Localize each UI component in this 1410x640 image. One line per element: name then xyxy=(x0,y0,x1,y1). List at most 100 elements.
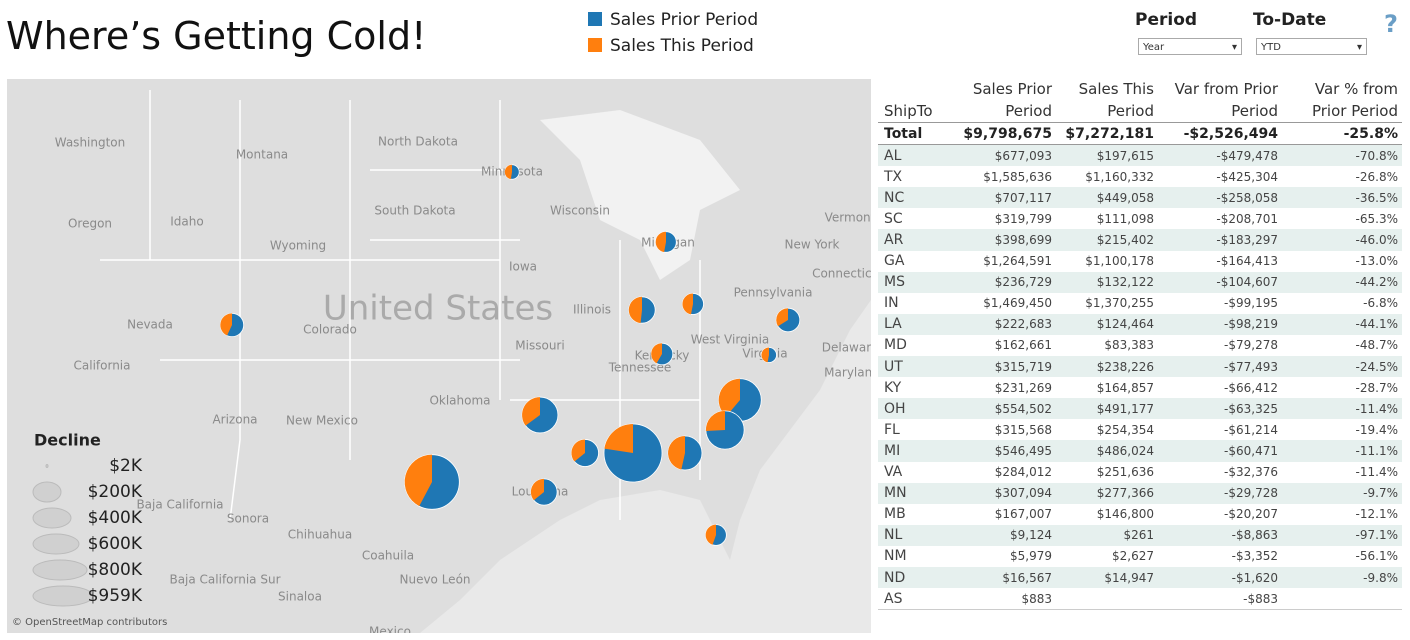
data-table: ShipTo Sales Prior Period Sales This Perio… xyxy=(878,78,1402,611)
table-cell: $261 xyxy=(1056,524,1158,546)
table-cell: $14,947 xyxy=(1056,566,1158,589)
table-cell: $883 xyxy=(948,588,1056,611)
table-cell: MN xyxy=(878,482,948,504)
help-icon[interactable]: ? xyxy=(1384,10,1398,38)
table-cell: FL xyxy=(884,421,900,438)
legend-entry: Sales This Period xyxy=(588,36,754,56)
table-cell: -36.5% xyxy=(1282,187,1402,209)
table-cell: $231,269 xyxy=(994,380,1052,395)
pie-slice-this xyxy=(404,454,432,507)
table-cell: $111,098 xyxy=(1096,211,1154,226)
filter-dropdown[interactable]: Year xyxy=(1138,38,1242,56)
column-header: Var % from Prior Period xyxy=(1311,80,1398,120)
total-cell: $7,272,181 xyxy=(1056,121,1158,146)
pie xyxy=(667,435,703,471)
total-row: Total $9,798,675 $7,272,181 -$2,526,494 -25.… xyxy=(878,121,1402,146)
column-header: Var from Prior Period xyxy=(1174,80,1278,120)
table-cell: -$3,352 xyxy=(1231,549,1278,564)
legend-label: Sales This Period xyxy=(610,36,754,56)
filter-dropdown[interactable]: YTD xyxy=(1256,38,1367,56)
pie xyxy=(761,347,777,363)
table-cell: NL xyxy=(878,524,948,546)
total-cell: -25.8% xyxy=(1282,121,1402,146)
table-cell: -56.1% xyxy=(1355,549,1398,564)
table-cell: GA xyxy=(884,253,905,270)
table-cell xyxy=(1056,588,1158,611)
table-cell: -$79,278 xyxy=(1224,338,1278,353)
pie-slice-this xyxy=(522,397,540,426)
region-label: Maryland xyxy=(824,366,875,380)
table-cell: -46.0% xyxy=(1282,229,1402,251)
table-cell: $167,007 xyxy=(994,507,1052,522)
table-cell: $546,495 xyxy=(948,440,1056,462)
table-cell: -$61,214 xyxy=(1224,422,1278,437)
table-row: LA $222,683 $124,464 -$98,219 -44.1% xyxy=(878,313,1402,335)
region-label: Illinois xyxy=(573,303,611,317)
table-cell: MI xyxy=(878,440,948,462)
table-cell: $1,100,178 xyxy=(1085,254,1154,269)
region-label: Arizona xyxy=(212,413,257,427)
table-cell: $2,627 xyxy=(1112,549,1154,564)
region-label: Tennessee xyxy=(608,361,672,375)
table-cell: $307,094 xyxy=(948,482,1056,504)
table-cell: MD xyxy=(884,337,907,354)
table-cell: $5,979 xyxy=(1010,549,1052,564)
filter-label: Period xyxy=(1135,10,1198,30)
region-label: Wyoming xyxy=(270,239,326,253)
region-label: Nevada xyxy=(127,318,173,332)
pie-slice-this xyxy=(705,524,716,545)
region-label: Oregon xyxy=(68,217,112,231)
pie-slice-this xyxy=(761,347,769,363)
table-row: NL $9,124 $261 -$8,863 -97.1% xyxy=(878,524,1402,546)
table-cell: -$29,728 xyxy=(1158,482,1282,504)
table-row: UT $315,719 $238,226 -$77,493 -24.5% xyxy=(878,356,1402,378)
table-cell: AR xyxy=(878,229,948,251)
map: Washington Montana North Dakota South Dakot… xyxy=(7,79,875,633)
total-cell: $9,798,675 xyxy=(948,121,1056,146)
region-label: Baja California Sur xyxy=(169,573,280,587)
table-cell: $677,093 xyxy=(948,144,1056,167)
table-cell: $398,699 xyxy=(948,229,1056,251)
table-cell: $162,661 xyxy=(994,338,1052,353)
table-cell: -$1,620 xyxy=(1158,566,1282,589)
table-cell: MB xyxy=(884,506,906,523)
table-cell: NM xyxy=(884,548,907,565)
size-legend-label: $800K xyxy=(88,560,143,580)
region-label: Washington xyxy=(55,136,126,150)
lakes xyxy=(540,110,740,280)
table-cell: UT xyxy=(878,356,948,378)
table-cell: -$479,478 xyxy=(1158,144,1282,167)
table-cell: -$98,219 xyxy=(1158,313,1282,335)
table-cell: NC xyxy=(878,187,948,209)
table-cell: $238,226 xyxy=(1056,356,1158,378)
table-cell: -$8,863 xyxy=(1158,524,1282,546)
table-cell: $315,719 xyxy=(948,356,1056,378)
table-cell: $146,800 xyxy=(1096,507,1154,522)
pie-slice-this xyxy=(705,410,725,431)
pie-slice-this xyxy=(530,478,544,501)
region-label: Colorado xyxy=(303,323,357,337)
dashboard-title: Where’s Getting Cold! xyxy=(6,14,427,58)
table-cell: $554,502 xyxy=(948,398,1056,420)
table-row: FL $315,568 $254,354 -$61,214 -19.4% xyxy=(878,419,1402,440)
table-cell: -$164,413 xyxy=(1216,254,1278,269)
region-label: South Dakota xyxy=(374,204,455,218)
table-cell: $277,366 xyxy=(1056,482,1158,504)
region-label: Montana xyxy=(236,148,288,162)
table-cell: -$425,304 xyxy=(1216,169,1278,184)
pie-slice-this xyxy=(651,343,662,364)
table-row: MD $162,661 $83,383 -$79,278 -48.7% xyxy=(878,335,1402,356)
table-cell: -$77,493 xyxy=(1158,356,1282,378)
table-row: MS $236,729 $132,122 -$104,607 -44.2% xyxy=(878,271,1402,293)
table-cell: -11.1% xyxy=(1282,440,1402,462)
table-cell: $16,567 xyxy=(948,566,1056,589)
pie xyxy=(628,296,656,324)
table-cell: AS xyxy=(878,588,948,611)
total-cell: -$2,526,494 xyxy=(1158,121,1282,146)
table-cell: $215,402 xyxy=(1056,229,1158,251)
pie-slice-this xyxy=(504,164,512,180)
table-cell: -$104,607 xyxy=(1158,271,1282,293)
table-cell: -13.0% xyxy=(1355,254,1398,269)
table-cell: -65.3% xyxy=(1355,211,1398,226)
table-cell: $236,729 xyxy=(948,271,1056,293)
